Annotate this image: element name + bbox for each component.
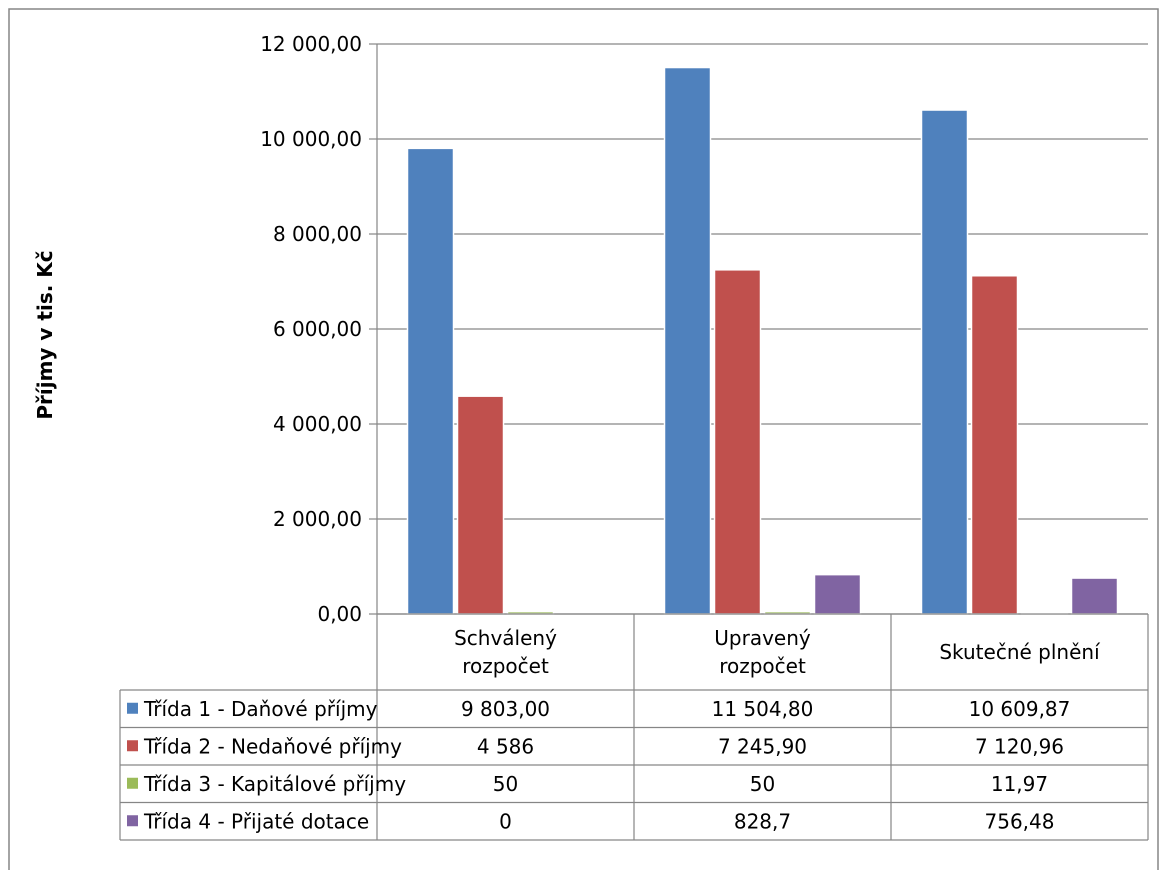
y-tick-label: 12 000,00 [260, 32, 362, 56]
y-tick-label: 0,00 [317, 602, 362, 626]
y-tick-label: 10 000,00 [260, 127, 362, 151]
category-label: Skutečné plnění [939, 640, 1101, 664]
bar [920, 109, 969, 615]
bar [406, 147, 455, 615]
category-label: rozpočet [462, 654, 549, 678]
y-tick-label: 4 000,00 [273, 412, 362, 436]
data-table-value: 50 [493, 772, 518, 796]
legend-label: Třída 3 - Kapitálové příjmy [143, 772, 406, 796]
data-table-value: 10 609,87 [969, 697, 1071, 721]
data-table-value: 4 586 [477, 734, 534, 758]
legend-label: Třída 4 - Přijaté dotace [143, 809, 369, 833]
chart-border [8, 8, 1159, 870]
data-table-value: 828,7 [734, 809, 791, 833]
y-tick-label: 8 000,00 [273, 222, 362, 246]
data-table-value: 756,48 [985, 809, 1055, 833]
data-table-value: 9 803,00 [461, 697, 550, 721]
data-table-value: 50 [750, 772, 775, 796]
legend-key [127, 777, 138, 789]
bar [663, 66, 712, 615]
y-axis-title: Příjmy v tis. Kč [33, 250, 57, 419]
legend-label: Třída 1 - Daňové příjmy [143, 697, 378, 721]
category-label: Schválený [454, 626, 557, 650]
legend-label: Třída 2 - Nedaňové příjmy [143, 734, 402, 758]
data-table-value: 11 504,80 [712, 697, 814, 721]
y-tick-label: 2 000,00 [273, 507, 362, 531]
category-label: rozpočet [719, 654, 806, 678]
data-table-value: 0 [499, 809, 512, 833]
bar [970, 275, 1019, 615]
bar [813, 573, 862, 615]
y-tick-label: 6 000,00 [273, 317, 362, 341]
category-label: Upravený [714, 626, 811, 650]
bar [713, 269, 762, 615]
data-table-value: 7 245,90 [718, 734, 807, 758]
legend-key [127, 702, 138, 714]
data-table-value: 11,97 [991, 772, 1048, 796]
bar [1070, 577, 1119, 615]
legend-key [127, 815, 138, 827]
bar [456, 395, 505, 615]
data-table-value: 7 120,96 [975, 734, 1064, 758]
legend-key [127, 740, 138, 752]
